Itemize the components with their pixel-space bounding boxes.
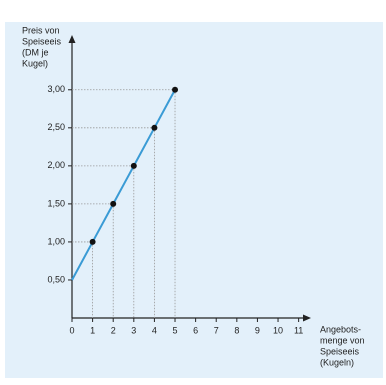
- x-tick-label: 11: [294, 325, 303, 335]
- x-tick-label: 0: [69, 325, 74, 335]
- x-axis-label: (Kugeln): [320, 357, 354, 367]
- data-point: [130, 162, 137, 169]
- x-tick-label: 8: [234, 325, 239, 335]
- y-axis-label: Speiseeis: [22, 36, 62, 46]
- y-axis-arrow: [68, 35, 76, 43]
- data-point: [110, 200, 117, 207]
- data-point: [151, 124, 158, 131]
- y-axis-label: (DM je: [22, 47, 49, 57]
- x-axis-label: menge von: [320, 335, 365, 345]
- x-tick-label: 5: [173, 325, 178, 335]
- x-tick-label: 10: [273, 325, 283, 335]
- data-point: [172, 86, 179, 93]
- y-axis-label: Preis von: [22, 25, 60, 35]
- x-axis-arrow: [303, 314, 311, 322]
- data-point: [89, 238, 96, 245]
- x-tick-label: 1: [90, 325, 95, 335]
- y-tick-label: 0,50: [47, 274, 65, 284]
- y-axis-label: Kugel): [22, 58, 48, 68]
- x-tick-label: 2: [111, 325, 116, 335]
- x-tick-label: 7: [214, 325, 219, 335]
- chart-background: [5, 22, 383, 378]
- line: [71, 89, 176, 281]
- y-tick-label: 1,00: [47, 236, 65, 246]
- y-tick-label: 2,00: [47, 160, 65, 170]
- x-tick-label: 4: [152, 325, 157, 335]
- x-axis-label: Angebots-: [320, 324, 361, 334]
- x-axis-label: Speiseeis: [320, 346, 360, 356]
- x-tick-label: 6: [193, 325, 198, 335]
- y-tick-label: 2,50: [47, 122, 65, 132]
- x-tick-label: 3: [131, 325, 136, 335]
- y-tick-label: 3,00: [47, 84, 65, 94]
- y-tick-label: 1,50: [47, 198, 65, 208]
- x-tick-label: 9: [255, 325, 260, 335]
